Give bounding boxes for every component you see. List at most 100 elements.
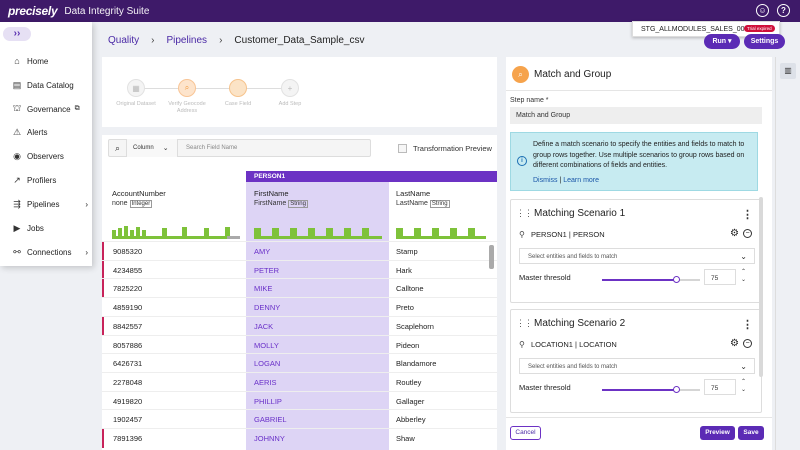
table-row[interactable]: 8057886 MOLLY Pideon xyxy=(102,334,497,354)
column-semantic: none xyxy=(112,200,128,207)
breadcrumb-pipelines[interactable]: Pipelines xyxy=(166,35,208,46)
step-original-dataset[interactable]: ▦ Original Dataset xyxy=(116,79,156,108)
step-case-field[interactable]: Case Field xyxy=(218,79,258,108)
threshold-slider[interactable] xyxy=(602,276,700,283)
threshold-label: Master thresold xyxy=(519,273,571,282)
panel-scrollbar[interactable] xyxy=(759,197,763,377)
search-field-input[interactable]: Search Field Name xyxy=(186,145,238,151)
grid-scrollbar[interactable] xyxy=(489,242,494,450)
gear-icon[interactable]: ⚙ xyxy=(730,228,739,239)
table-row[interactable]: 8842557 JACK Scaplehorn xyxy=(102,315,497,336)
nav-item-connections[interactable]: ⚯ Connections › xyxy=(12,247,88,258)
transformation-preview-toggle[interactable]: Transformation Preview xyxy=(398,144,492,153)
nav-item-jobs[interactable]: ▶ Jobs xyxy=(12,223,88,234)
breadcrumb-quality[interactable]: Quality xyxy=(108,35,140,46)
step-verify-geocode[interactable]: ⌕ Verify Geocode Address xyxy=(167,79,207,115)
settings-button[interactable]: Settings xyxy=(744,34,785,49)
more-options-icon[interactable]: ⋮ xyxy=(742,319,753,331)
external-link-icon: ⧉ xyxy=(74,105,80,112)
cell-last-name: Blandamore xyxy=(396,359,437,369)
remove-icon[interactable]: − xyxy=(743,229,752,238)
transformation-preview-label: Transformation Preview xyxy=(413,144,492,153)
nav-item-alerts[interactable]: ⚠ Alerts xyxy=(12,127,88,138)
chart-icon[interactable]: ▥ xyxy=(780,63,796,79)
scrollbar-thumb[interactable] xyxy=(489,245,494,269)
step-name-input[interactable]: Match and Group xyxy=(510,107,762,124)
cell-last-name: Routley xyxy=(396,377,422,387)
column-type: Integer xyxy=(129,200,153,208)
cancel-button[interactable]: Cancel xyxy=(510,426,541,440)
breadcrumb: Quality › Pipelines › Customer_Data_Samp… xyxy=(108,35,364,46)
nav-item-governance[interactable]: ⛫ Governance ⧉ xyxy=(12,103,88,115)
drag-handle-icon[interactable]: ⋮⋮ xyxy=(516,318,533,328)
chevron-right-icon: › xyxy=(85,248,88,257)
cell-first-name: MOLLY xyxy=(254,340,279,350)
nav-item-home[interactable]: ⌂ Home xyxy=(12,56,88,66)
info-banner: i Define a match scenario to specify the… xyxy=(510,132,758,191)
select-placeholder: Select entities and fields to match xyxy=(528,364,618,370)
run-button[interactable]: Run ▾ xyxy=(704,34,740,49)
table-row[interactable]: 7825220 MIKE Calltone xyxy=(102,278,497,299)
cell-first-name: GABRIEL xyxy=(254,415,287,425)
cell-last-name: Pideon xyxy=(396,340,420,350)
cell-account-number: 6426731 xyxy=(113,359,143,369)
column-header-accountnumber[interactable]: AccountNumber none Integer xyxy=(112,189,166,208)
help-icon[interactable]: ? xyxy=(777,4,790,17)
column-filter-select[interactable]: Column ⌄ xyxy=(126,139,178,157)
column-semantic: FirstName xyxy=(254,200,287,207)
cell-last-name: Hark xyxy=(396,265,412,275)
table-row[interactable]: 4234855 PETER Hark xyxy=(102,259,497,280)
more-options-icon[interactable]: ⋮ xyxy=(742,209,753,221)
row-flag xyxy=(102,260,104,280)
cell-account-number: 8057886 xyxy=(113,340,143,350)
search-icon: ⌕ xyxy=(114,142,121,153)
stepper-icon[interactable]: ⌃ ⌄ xyxy=(741,269,747,283)
chevron-right-icon: › xyxy=(219,35,223,46)
table-row[interactable]: 4919820 PHILLIP Gallager xyxy=(102,390,497,410)
preview-button[interactable]: Preview xyxy=(700,426,735,440)
nav-item-pipelines[interactable]: ⇶ Pipelines › xyxy=(12,199,88,210)
cell-first-name: DENNY xyxy=(254,303,281,313)
chevron-double-right-icon[interactable]: ›› xyxy=(3,27,31,41)
field-search-bar: ⌕ Column ⌄ Search Field Name xyxy=(108,139,371,157)
column-type: String xyxy=(429,200,450,208)
save-button[interactable]: Save xyxy=(738,426,764,440)
threshold-input[interactable]: 75 xyxy=(704,269,736,285)
learn-more-link[interactable]: Learn more xyxy=(563,177,600,184)
slider-knob[interactable] xyxy=(672,386,680,393)
remove-icon[interactable]: − xyxy=(743,339,752,348)
column-filter-label: Column xyxy=(133,145,154,151)
nav-item-profilers[interactable]: ↗ Profilers xyxy=(12,175,88,186)
dismiss-link[interactable]: Dismiss xyxy=(533,177,558,184)
nav-item-data-catalog[interactable]: ▤ Data Catalog xyxy=(12,80,88,91)
fields-select[interactable]: Select entities and fields to match ⌄ xyxy=(519,358,755,374)
table-row[interactable]: 7891396 JOHNNY Shaw xyxy=(102,428,497,448)
table-row[interactable]: 2278048 AERIS Routley xyxy=(102,371,497,391)
user-icon[interactable]: ☺ xyxy=(756,4,769,17)
cell-last-name: Gallager xyxy=(396,396,425,406)
table-row[interactable]: 1902457 GABRIEL Abberley xyxy=(102,409,497,428)
cell-account-number: 2278048 xyxy=(113,377,143,387)
nav-item-label: Data Catalog xyxy=(27,81,74,90)
profile-bars-accountnumber xyxy=(112,223,240,239)
nav-item-observers[interactable]: ◉ Observers xyxy=(12,151,88,162)
step-add-step[interactable]: + Add Step xyxy=(270,79,310,108)
column-header-lastname[interactable]: LastName LastName String xyxy=(396,189,450,208)
threshold-slider[interactable] xyxy=(602,386,700,393)
step-label: Case Field xyxy=(224,101,252,107)
table-row[interactable]: 6426731 LOGAN Blandamore xyxy=(102,353,497,372)
drag-handle-icon[interactable]: ⋮⋮ xyxy=(516,208,533,218)
cell-first-name: JOHNNY xyxy=(254,434,285,443)
fields-select[interactable]: Select entities and fields to match ⌄ xyxy=(519,248,755,264)
threshold-input[interactable]: 75 xyxy=(704,379,736,395)
column-header-firstname[interactable]: FirstName FirstName String xyxy=(254,189,308,208)
table-row[interactable]: 9085320 AMY Stamp xyxy=(102,241,497,261)
stepper-icon[interactable]: ⌃ ⌄ xyxy=(741,379,747,393)
divider xyxy=(506,90,772,91)
table-row[interactable]: 4859190 DENNY Preto xyxy=(102,297,497,316)
slider-knob[interactable] xyxy=(672,276,680,283)
slider-fill xyxy=(602,279,676,281)
gear-icon[interactable]: ⚙ xyxy=(730,338,739,349)
chevron-down-icon: ⌄ xyxy=(740,252,747,261)
checkbox[interactable] xyxy=(398,144,407,153)
